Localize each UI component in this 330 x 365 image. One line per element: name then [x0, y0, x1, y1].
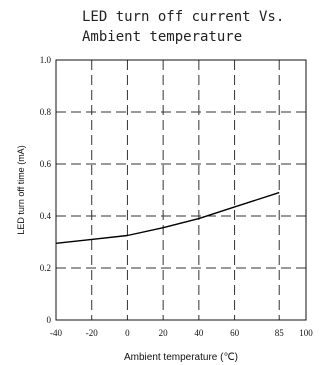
- plot-frame: [55, 59, 307, 321]
- tick-labels: -40 -20 0 20 40 60 85 100 0 0.2 0.4 0.6 0.8 1.0: [40, 55, 314, 338]
- y-tick-label: 0: [47, 315, 52, 325]
- x-axis-label: Ambient temperature (℃): [124, 352, 238, 363]
- chart-title-line-2: Ambient temperature: [82, 29, 242, 45]
- x-tick-label: -40: [50, 328, 62, 338]
- x-tick-label: 60: [230, 328, 240, 338]
- y-tick-label: 0.2: [40, 263, 51, 273]
- series-group: [55, 191, 280, 244]
- y-tick-label: 0.4: [40, 211, 52, 221]
- x-tick-label: -20: [86, 328, 98, 338]
- y-axis-label: LED turn off time (mA): [16, 145, 26, 234]
- x-tick-label: 0: [125, 328, 130, 338]
- x-tick-label: 85: [275, 328, 285, 338]
- y-tick-label: 1.0: [40, 55, 52, 65]
- chart-title-line-1: LED turn off current Vs.: [82, 9, 284, 25]
- x-tick-label: 20: [159, 328, 169, 338]
- y-tick-label: 0.6: [40, 159, 52, 169]
- x-tick-label: 100: [299, 328, 313, 338]
- grid: [56, 60, 306, 320]
- x-tick-label: 40: [194, 328, 204, 338]
- series-line-0: [55, 191, 280, 244]
- y-tick-label: 0.8: [40, 107, 52, 117]
